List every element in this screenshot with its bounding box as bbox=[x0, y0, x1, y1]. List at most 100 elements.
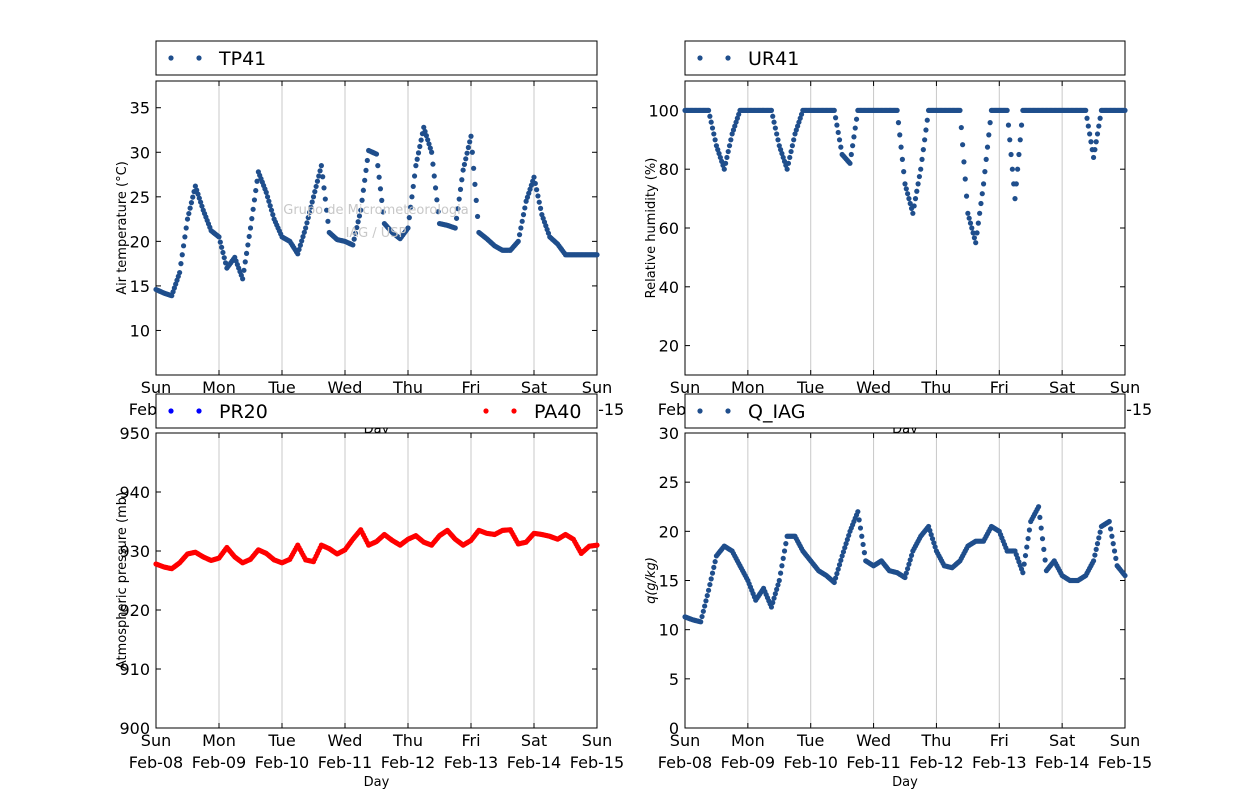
data-point bbox=[310, 194, 317, 200]
x-tick-label-date: Feb-09 bbox=[192, 753, 246, 772]
data-point bbox=[219, 244, 225, 250]
x-tick-label-day: Sun bbox=[141, 378, 171, 397]
data-point bbox=[987, 120, 993, 126]
data-point bbox=[249, 216, 255, 222]
legend-box bbox=[155, 393, 598, 429]
data-point bbox=[474, 213, 481, 220]
data-point bbox=[736, 111, 742, 117]
x-tick-label-day: Fri bbox=[461, 731, 480, 750]
data-point bbox=[430, 161, 436, 167]
data-point bbox=[220, 249, 226, 256]
data-point bbox=[716, 150, 722, 157]
data-point bbox=[774, 586, 780, 592]
data-point bbox=[1022, 552, 1029, 559]
legend: TP41 bbox=[155, 40, 598, 76]
data-point bbox=[352, 230, 359, 236]
data-point bbox=[523, 198, 529, 204]
data-point bbox=[198, 199, 204, 205]
data-point bbox=[1085, 123, 1091, 129]
data-point bbox=[851, 134, 857, 140]
data-point bbox=[182, 234, 188, 240]
data-point bbox=[180, 243, 187, 249]
data-point bbox=[376, 174, 382, 180]
data-point bbox=[855, 509, 861, 515]
data-point bbox=[1008, 151, 1014, 158]
data-point bbox=[1093, 139, 1099, 145]
data-point bbox=[848, 151, 854, 158]
data-point bbox=[1041, 546, 1047, 552]
data-point bbox=[432, 185, 439, 191]
x-tick-label-day: Sun bbox=[582, 731, 612, 750]
data-point bbox=[354, 224, 360, 231]
data-point bbox=[839, 553, 845, 559]
data-point bbox=[594, 252, 600, 258]
x-tick-label-date: Feb-15 bbox=[570, 753, 624, 772]
data-point bbox=[974, 230, 980, 236]
data-point bbox=[195, 191, 201, 197]
data-point bbox=[859, 533, 865, 539]
legend-box bbox=[155, 40, 598, 76]
data-point bbox=[304, 220, 310, 226]
y-tick-label: 920 bbox=[119, 601, 150, 620]
y-tick-label: 950 bbox=[119, 424, 150, 443]
data-point bbox=[852, 125, 858, 131]
data-point bbox=[975, 220, 981, 226]
x-tick-label-date: Feb-14 bbox=[1035, 753, 1089, 772]
data-point bbox=[776, 143, 782, 149]
data-point bbox=[1016, 151, 1022, 158]
data-point bbox=[915, 181, 921, 187]
legend-box bbox=[684, 40, 1126, 76]
data-point bbox=[518, 225, 524, 231]
legend: UR41 bbox=[684, 40, 1126, 76]
data-point bbox=[791, 137, 797, 143]
x-tick-label-day: Sat bbox=[521, 731, 547, 750]
x-tick-label-date: Feb-13 bbox=[444, 753, 498, 772]
y-tick-label: 10 bbox=[130, 321, 150, 340]
y-tick-label: 15 bbox=[659, 572, 679, 591]
data-point bbox=[924, 117, 930, 123]
data-point bbox=[1009, 166, 1015, 172]
data-point bbox=[897, 132, 903, 138]
y-tick-label: 25 bbox=[130, 188, 150, 207]
x-tick-label-day: Wed bbox=[856, 731, 891, 750]
data-point bbox=[413, 163, 419, 169]
data-point bbox=[1122, 572, 1128, 579]
data-point bbox=[1039, 536, 1046, 542]
data-point bbox=[1021, 561, 1027, 567]
data-point bbox=[922, 137, 928, 143]
data-point bbox=[194, 187, 200, 193]
legend-marker bbox=[697, 408, 703, 414]
data-point bbox=[301, 229, 307, 235]
data-point bbox=[316, 173, 322, 179]
y-axis-label: Relative humidity (%) bbox=[644, 158, 659, 299]
x-tick-label-day: Mon bbox=[731, 731, 765, 750]
data-point bbox=[836, 137, 843, 143]
x-tick-label-date: Feb-14 bbox=[507, 753, 561, 772]
data-point bbox=[264, 194, 271, 200]
data-point bbox=[434, 197, 440, 203]
data-point bbox=[986, 132, 992, 138]
data-point bbox=[1094, 541, 1101, 547]
data-point bbox=[1113, 555, 1119, 561]
data-point bbox=[730, 127, 737, 133]
data-point bbox=[351, 236, 357, 242]
data-point bbox=[712, 137, 718, 143]
data-point bbox=[787, 154, 793, 161]
data-point bbox=[472, 181, 478, 187]
x-tick-label-day: Tue bbox=[796, 378, 824, 397]
data-point bbox=[844, 536, 850, 543]
x-tick-label-date: Feb-09 bbox=[721, 753, 775, 772]
data-point bbox=[770, 600, 776, 606]
x-tick-label-date: Feb-10 bbox=[255, 753, 309, 772]
data-point bbox=[422, 128, 428, 135]
data-point bbox=[418, 137, 424, 143]
x-tick-label-day: Fri bbox=[461, 378, 480, 397]
data-point bbox=[321, 185, 327, 191]
legend-marker bbox=[196, 55, 202, 61]
y-axis-label: Atmospheric pressure (mb) bbox=[115, 492, 130, 669]
x-tick-label-date: Feb-11 bbox=[846, 753, 900, 772]
data-point bbox=[534, 187, 540, 193]
data-point bbox=[177, 269, 183, 276]
data-point bbox=[253, 187, 259, 194]
data-point bbox=[1096, 535, 1102, 541]
